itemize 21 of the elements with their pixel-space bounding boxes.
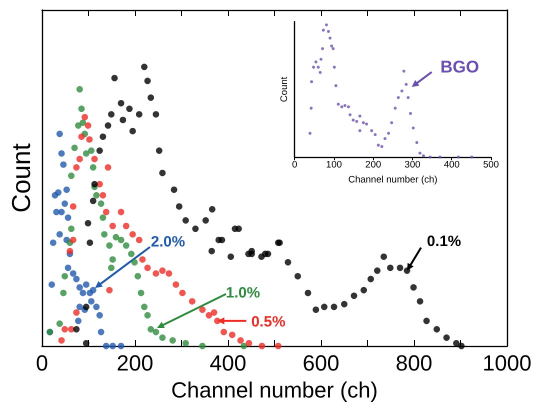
x-tick-label: 400: [444, 160, 460, 171]
x-axis-title: Channel number (ch): [348, 174, 438, 186]
x-tick-label: 300: [404, 160, 420, 171]
x-tick-label: 100: [326, 160, 342, 171]
annotation: 1.0%: [226, 284, 260, 302]
annotation: 0.5%: [251, 313, 286, 330]
x-axis-title: Channel number (ch): [171, 377, 378, 402]
x-tick-label: 200: [365, 160, 382, 171]
x-tick-label: 400: [210, 350, 246, 376]
x-tick-label: 500: [483, 160, 499, 171]
x-tick-label: 800: [396, 350, 432, 376]
annotation: 2.0%: [150, 234, 186, 250]
annotation: 0.1%: [426, 233, 462, 250]
x-tick-label: 200: [116, 350, 154, 376]
x-tick-label: 0: [292, 160, 298, 171]
x-tick-label: 600: [302, 350, 340, 376]
y-axis-title: Count: [279, 76, 290, 102]
x-tick-label: 1000: [482, 350, 532, 376]
annotation: BGO: [440, 58, 480, 77]
x-tick-label: 0: [36, 350, 48, 376]
y-axis-title: Count: [6, 142, 36, 213]
